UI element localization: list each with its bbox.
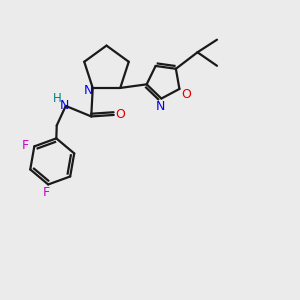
Text: N: N (156, 100, 166, 112)
Text: N: N (60, 98, 69, 112)
Text: F: F (22, 139, 29, 152)
Text: H: H (53, 92, 62, 105)
Text: N: N (84, 84, 93, 97)
Text: O: O (116, 108, 125, 122)
Text: O: O (182, 88, 192, 101)
Text: F: F (43, 186, 50, 200)
